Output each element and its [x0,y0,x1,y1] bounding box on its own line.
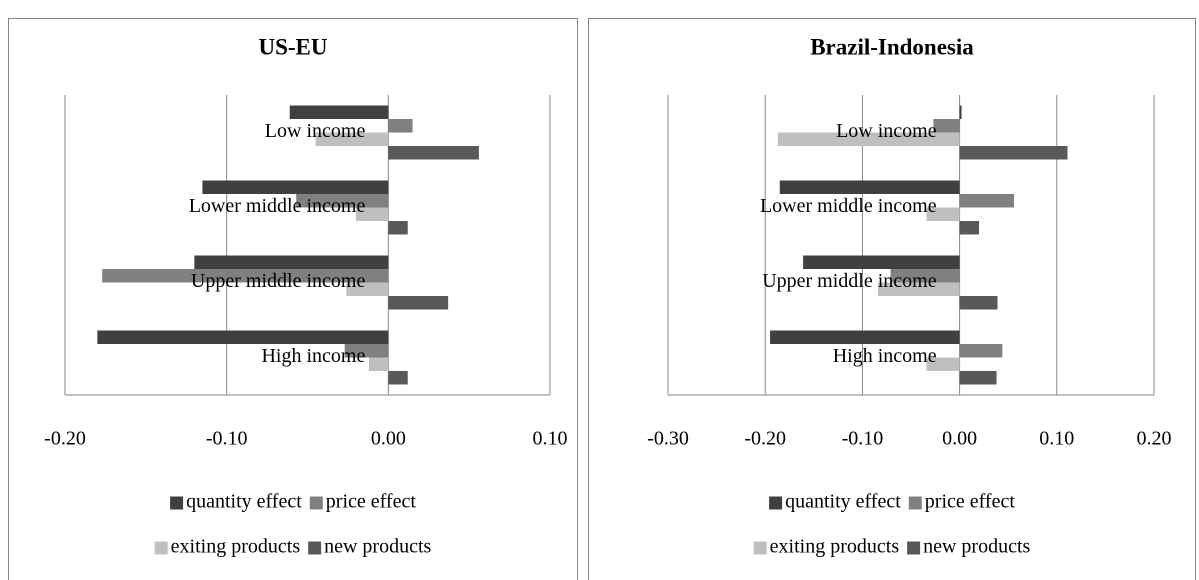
bar [890,269,960,283]
bar [97,330,389,344]
category-label: Low income [265,120,366,142]
bar [346,282,389,296]
panel-border [588,18,1196,580]
bar [959,296,998,310]
legend-label: price effect [326,491,417,513]
panel-border [8,18,578,580]
category-label: Lower middle income [189,195,366,217]
legend-label: quantity effect [186,491,302,513]
legend-label: new products [324,536,431,558]
x-tick-label: -0.30 [647,428,689,450]
x-tick-label: 0.10 [1039,428,1074,450]
legend-label: quantity effect [785,491,901,513]
bar [777,132,960,146]
x-tick-label: 0.10 [533,428,568,450]
category-label: Upper middle income [762,270,937,292]
legend-swatch [753,541,767,555]
x-tick-label: -0.10 [842,428,884,450]
bar [770,330,960,344]
category-label: High income [261,345,365,367]
chart-title: Brazil-Indonesia [810,34,974,59]
category-label: Upper middle income [191,270,366,292]
bar [959,194,1015,208]
category-label: High income [833,345,937,367]
x-tick-label: -0.10 [206,428,248,450]
legend-label: new products [923,536,1030,558]
bar [926,357,960,371]
bar [959,105,962,119]
bar [194,255,389,269]
legend-label: exiting products [770,536,900,558]
bar [779,180,960,194]
bar [388,221,408,235]
bar [803,255,960,269]
category-label: Low income [836,120,937,142]
bar [368,357,389,371]
legend-swatch [308,541,322,555]
legend-swatch [309,496,323,510]
bar [296,194,389,208]
x-tick-label: 0.00 [371,428,406,450]
bar [388,371,408,385]
legend-swatch [154,541,168,555]
bar [388,119,413,133]
x-tick-label: -0.20 [44,428,86,450]
bar [344,344,389,358]
bar [959,344,1003,358]
bar [202,180,389,194]
bar [102,269,389,283]
bar [933,119,960,133]
bar [959,371,997,385]
bar [877,282,960,296]
x-tick-label: 0.20 [1137,428,1172,450]
bar [289,105,389,119]
bar [926,207,960,221]
legend-label: price effect [925,491,1016,513]
bar [356,207,389,221]
chart-title: US-EU [258,34,327,59]
legend-swatch [907,541,921,555]
legend-swatch [769,496,783,510]
category-label: Lower middle income [760,195,937,217]
chart-panel: US-EU -0.20 -0.10 0.00 0.10 Low income Lower m… [8,18,578,580]
bar [959,146,1068,160]
x-tick-label: -0.20 [744,428,786,450]
chart-panel: Brazil-Indonesia -0.30 -0.20 -0.10 0.00 0.10 0… [588,18,1196,580]
legend-label: exiting products [171,536,301,558]
bar [315,132,389,146]
legend-swatch [170,496,184,510]
bar [388,296,449,310]
bar [388,146,479,160]
bar [959,221,980,235]
legend-swatch [908,496,922,510]
x-tick-label: 0.00 [942,428,977,450]
